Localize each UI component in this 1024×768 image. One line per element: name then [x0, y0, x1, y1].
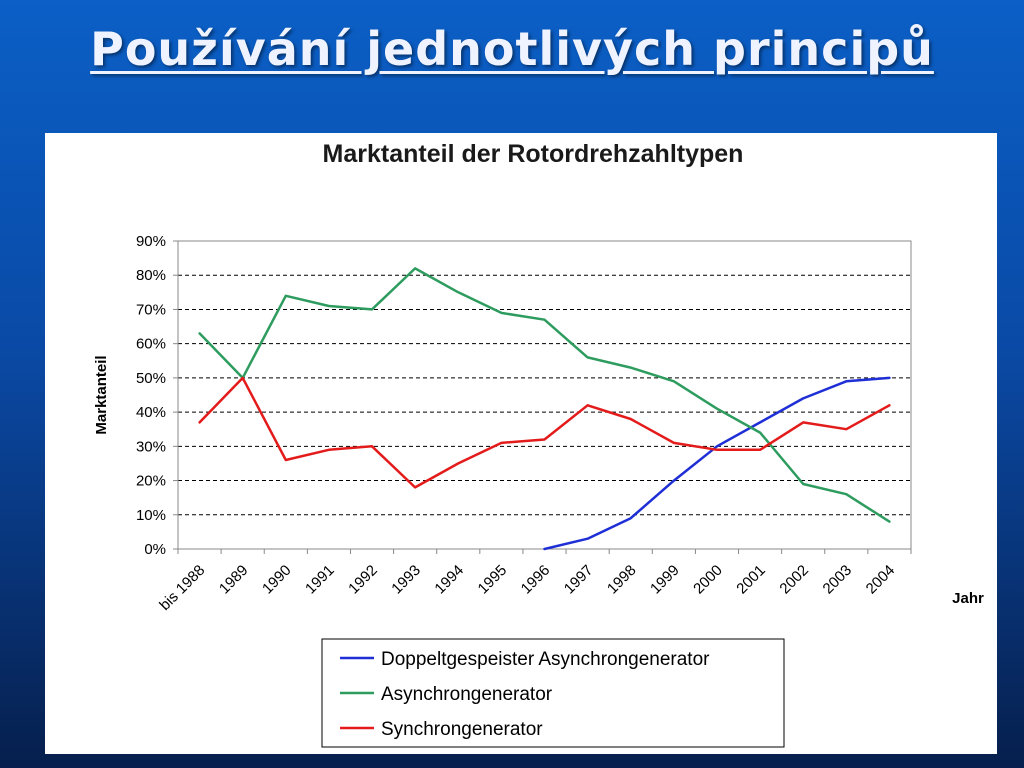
legend-box [321, 638, 785, 748]
legend-label: Asynchrongenerator [381, 684, 553, 705]
x-tick-label: 2004 [863, 562, 899, 598]
x-tick-label: 1990 [259, 562, 295, 598]
y-tick-label: 40% [136, 404, 166, 421]
x-tick-labels: bis 1988 1989 1990 1991 1992 1993 1994 1995 1996… [156, 562, 898, 614]
x-tick-label: 1999 [647, 562, 683, 598]
series-line-2 [198, 376, 891, 489]
series-line-1 [198, 267, 891, 523]
x-tick-label: 1998 [604, 562, 640, 598]
chart-panel: Marktanteil der Rotordrehzahltypen Markt… [45, 133, 997, 754]
series-line-0 [543, 376, 891, 551]
y-tick-label: 70% [136, 301, 166, 318]
y-tick-label: 80% [136, 267, 166, 284]
y-axis-label: Marktanteil [93, 355, 110, 434]
line-chart: Marktanteil der Rotordrehzahltypen Markt… [93, 140, 984, 748]
y-tick-label: 0% [144, 541, 166, 558]
x-tick-label: 1992 [345, 562, 381, 598]
legend-label: Synchrongenerator [381, 719, 543, 740]
x-tick-label: 1995 [475, 562, 511, 598]
y-tick-label: 50% [136, 370, 166, 387]
x-tick-label: 2001 [733, 562, 769, 598]
x-tick-label: 1996 [518, 562, 554, 598]
plot-area [177, 240, 912, 550]
axes [173, 240, 912, 554]
x-tick-label: 1989 [216, 562, 252, 598]
y-tick-label: 60% [136, 336, 166, 353]
series-lines [198, 267, 891, 551]
x-tick-label: 1994 [431, 562, 467, 598]
y-tick-labels: 0% 10% 20% 30% 40% 50% 60% 70% 80% 90% [136, 233, 166, 558]
legend: Doppeltgespeister Asynchrongenerator Asyn… [321, 638, 785, 748]
legend-label: Doppeltgespeister Asynchrongenerator [381, 649, 710, 670]
gridlines [178, 240, 911, 516]
x-tick-label: bis 1988 [156, 562, 208, 614]
x-tick-label: 1991 [302, 562, 338, 598]
x-tick-label: 2002 [776, 562, 812, 598]
x-tick-label: 1993 [388, 562, 424, 598]
y-tick-label: 90% [136, 233, 166, 250]
y-tick-label: 30% [136, 438, 166, 455]
x-tick-label: 2003 [820, 562, 856, 598]
x-tick-label: 1997 [561, 562, 597, 598]
y-tick-label: 10% [136, 507, 166, 524]
chart-title: Marktanteil der Rotordrehzahltypen [323, 140, 744, 168]
x-axis-label: Jahr [952, 590, 984, 607]
y-tick-label: 20% [136, 473, 166, 490]
slide-title: Používání jednotlivých principů [90, 22, 934, 76]
x-tick-label: 2000 [690, 562, 726, 598]
